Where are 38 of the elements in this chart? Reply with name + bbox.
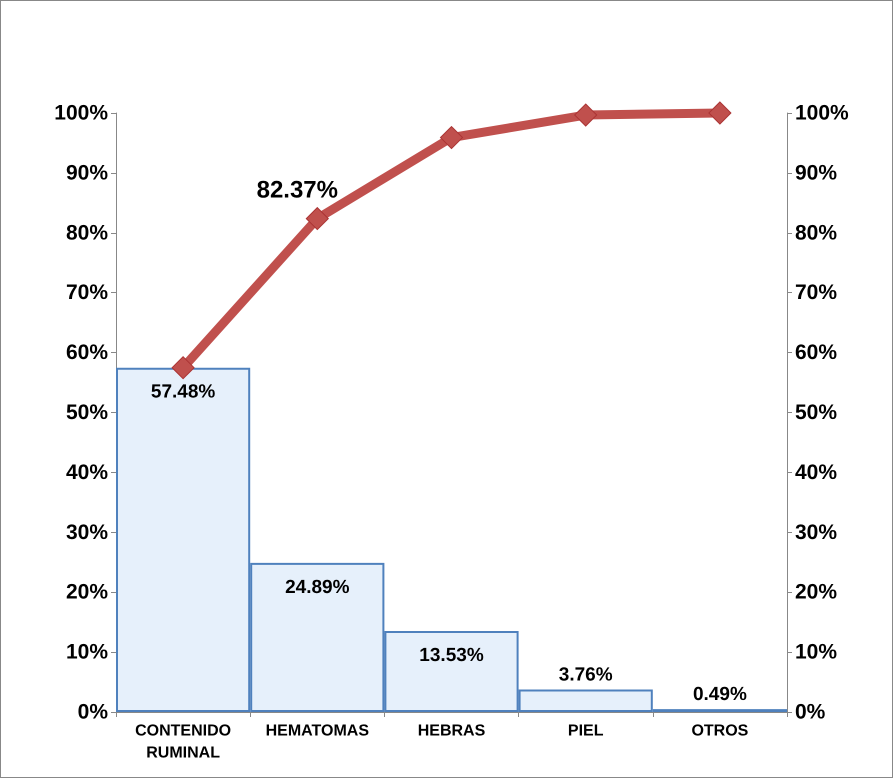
y2-tick-label: 40%: [795, 460, 838, 484]
data-label: 0.49%: [692, 684, 747, 706]
y-tick-label: 100%: [54, 102, 108, 124]
y2-tick-label: 70%: [795, 281, 838, 304]
y2-tick-label: 30%: [795, 520, 838, 544]
y-tick-label: 20%: [66, 580, 108, 604]
y-tick-label: 50%: [66, 401, 108, 424]
x-tick-label: OTROS: [691, 722, 749, 740]
y-tick-label: 0%: [78, 700, 108, 724]
y-tick-label: 70%: [66, 281, 108, 304]
y2-tick-label: 60%: [795, 341, 838, 364]
data-label: 24.89%: [285, 576, 350, 598]
x-tick-label: PIEL: [568, 722, 604, 740]
x-tick-label: CONTENIDO RUMINAL: [135, 722, 232, 762]
y-tick-label: 10%: [66, 640, 108, 664]
y-tick-label: 60%: [66, 341, 108, 364]
y2-tick-label: 90%: [795, 161, 838, 184]
y2-tick-label: 50%: [795, 401, 838, 424]
y2-tick-label: 20%: [795, 580, 838, 604]
y2-tick-label: 80%: [795, 221, 838, 244]
point: [440, 126, 463, 150]
data-label: 82.37%: [256, 176, 338, 204]
data-label: 3.76%: [558, 664, 613, 686]
point: [172, 356, 195, 380]
point: [574, 104, 598, 127]
y2-tick-label: 10%: [795, 640, 838, 664]
y2-tick-label: 0%: [795, 700, 826, 724]
y-tick-label: 90%: [66, 161, 108, 184]
data-label: 13.53%: [419, 644, 484, 666]
point: [708, 102, 732, 124]
y-tick-label: 40%: [66, 460, 108, 484]
y-tick-label: 80%: [66, 221, 108, 244]
data-label: 57.48%: [150, 382, 216, 403]
point: [306, 207, 329, 230]
y-tick-label: 30%: [66, 520, 108, 544]
x-tick-label: HEMATOMAS: [266, 722, 370, 740]
y2-tick-label: 100%: [795, 102, 850, 124]
x-tick-label: HEBRAS: [418, 722, 486, 740]
